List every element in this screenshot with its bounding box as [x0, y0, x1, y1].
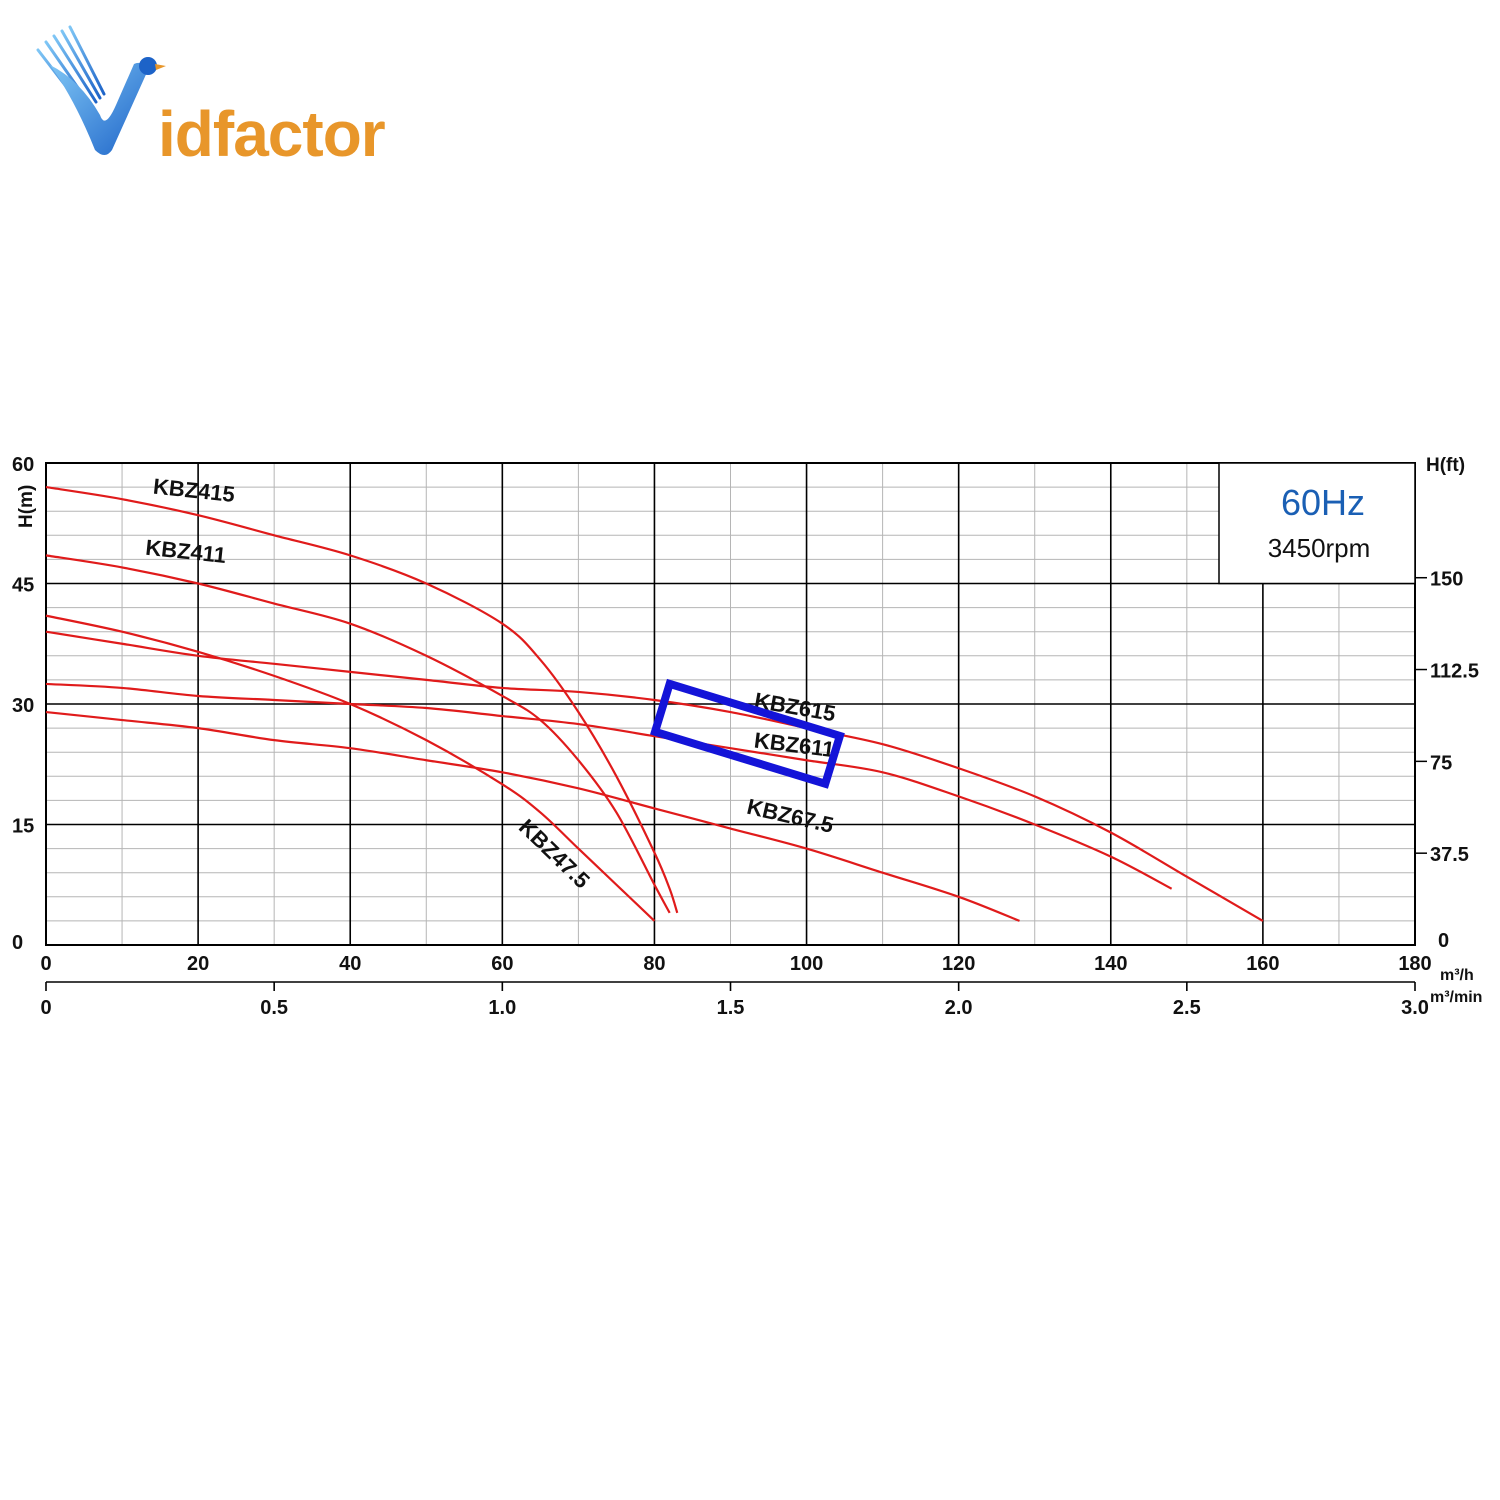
- x2-tick-label: 3.0: [1401, 997, 1429, 1019]
- bird-v-icon: [36, 25, 166, 155]
- x-tick-label: 0: [40, 953, 51, 975]
- y-tick-label: 0: [12, 932, 23, 954]
- info-box-frame: [1218, 462, 1416, 585]
- frequency-label: 60Hz: [1281, 482, 1365, 523]
- x2-tick-label: 2.0: [945, 997, 973, 1019]
- curve-kbz411: [45, 554, 671, 914]
- y-tick-label: 30: [12, 695, 34, 717]
- axes: 0 15 30 45 60 H(m) H(ft) 0 37.5 75 112.5 150 0 20 40 60…: [12, 454, 1482, 1019]
- y-axis-label: H(m): [16, 485, 37, 528]
- curve-label-kbz415: KBZ415: [152, 474, 236, 507]
- x-axis-unit: m³/h: [1440, 967, 1474, 984]
- curve-kbz67-5: [45, 710, 1020, 922]
- curve-label-kbz411: KBZ411: [144, 535, 227, 568]
- x-tick-label: 140: [1094, 953, 1127, 975]
- x-tick-label: 100: [790, 953, 823, 975]
- x2-tick-label: 0: [40, 997, 51, 1019]
- plot-frame: [45, 462, 1416, 946]
- y2-tick-label: 37.5: [1430, 844, 1469, 866]
- x2-tick-label: 1.5: [717, 997, 745, 1019]
- y-tick-label: 60: [12, 454, 34, 476]
- x2-tick-label: 0.5: [260, 997, 288, 1019]
- x-tick-label: 20: [187, 953, 209, 975]
- speed-label: 3450rpm: [1268, 533, 1371, 563]
- x-tick-label: 160: [1246, 953, 1279, 975]
- y2-tick-label: 112.5: [1430, 661, 1479, 683]
- y-tick-label: 15: [12, 816, 34, 838]
- x-tick-label: 120: [942, 953, 975, 975]
- curve-kbz415: [45, 486, 679, 914]
- x-tick-label: 180: [1398, 953, 1431, 975]
- x-tick-label: 60: [491, 953, 513, 975]
- highlight-box: [650, 678, 845, 789]
- y2-tick-label: 75: [1430, 752, 1452, 774]
- x2-tick-label: 2.5: [1173, 997, 1201, 1019]
- vidfactor-logo: idfactor: [30, 20, 390, 170]
- y2-tick-label: 150: [1430, 569, 1463, 591]
- x2-axis-unit: m³/min: [1430, 989, 1482, 1006]
- x-tick-label: 80: [643, 953, 665, 975]
- curve-kbz611: [45, 682, 1173, 890]
- y2-tick-label: 0: [1438, 930, 1449, 952]
- logo-wordmark: idfactor: [158, 98, 386, 170]
- x-tick-label: 40: [339, 953, 361, 975]
- y2-axis-label: H(ft): [1426, 455, 1465, 476]
- y-tick-label: 45: [12, 575, 34, 597]
- x2-tick-label: 1.0: [488, 997, 516, 1019]
- info-box: 60Hz 3450rpm: [1218, 462, 1416, 585]
- curve-kbz47-5: [45, 614, 656, 922]
